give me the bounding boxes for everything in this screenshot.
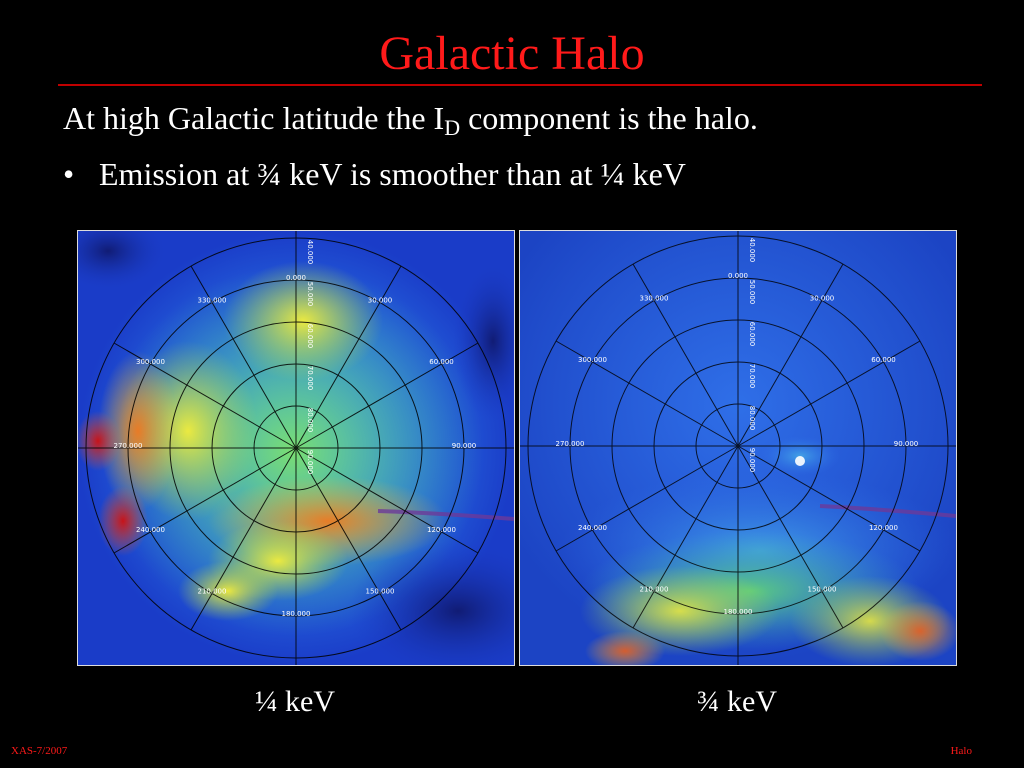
latitude-label: 90.000 — [306, 450, 314, 475]
longitude-label: 180.000 — [724, 608, 753, 616]
longitude-label: 150.000 — [366, 588, 395, 596]
longitude-label: 30.000 — [368, 297, 393, 305]
map-quarter-kev: 0.000 30.000 60.000 90.000 120.000 150.000 180… — [77, 230, 515, 666]
latitude-label: 60.000 — [306, 324, 314, 349]
bullet-text: Emission at ¾ keV is smoother than at ¼ … — [99, 156, 686, 192]
longitude-label: 300.000 — [578, 356, 607, 364]
longitude-label: 120.000 — [869, 524, 898, 532]
map-quarter-kev-image: 0.000 30.000 60.000 90.000 120.000 150.000 180… — [78, 231, 514, 665]
intro-line: At high Galactic latitude the ID compone… — [63, 98, 758, 140]
latitude-label: 50.000 — [748, 280, 756, 305]
longitude-label: 330.000 — [640, 295, 669, 303]
longitude-label: 120.000 — [427, 526, 456, 534]
longitude-label: 210.000 — [198, 588, 227, 596]
latitude-label: 80.000 — [748, 406, 756, 431]
longitude-label: 0.000 — [728, 272, 748, 280]
bullet-mark: • — [63, 156, 75, 192]
caption-quarter-kev: ¼ keV — [255, 685, 335, 718]
longitude-label: 60.000 — [429, 358, 454, 366]
longitude-label: 60.000 — [871, 356, 896, 364]
bullet-item: • Emission at ¾ keV is smoother than at ¼… — [63, 154, 686, 194]
latitude-label: 90.000 — [748, 448, 756, 473]
longitude-label: 150.000 — [808, 586, 837, 594]
intro-suffix: component is the halo. — [460, 100, 758, 136]
title-divider — [58, 84, 982, 86]
longitude-label: 300.000 — [136, 358, 165, 366]
longitude-label: 330.000 — [198, 297, 227, 305]
longitude-label: 210.000 — [640, 586, 669, 594]
latitude-label: 50.000 — [306, 282, 314, 307]
longitude-label: 90.000 — [894, 440, 919, 448]
longitude-label: 0.000 — [286, 274, 306, 282]
latitude-label: 60.000 — [748, 322, 756, 347]
longitude-label: 90.000 — [452, 442, 477, 450]
latitude-label: 80.000 — [306, 408, 314, 433]
latitude-label: 70.000 — [306, 366, 314, 391]
map-three-quarter-kev: 0.000 30.000 60.000 90.000 120.000 150.000 180… — [519, 230, 957, 666]
caption-three-quarter-kev: ¾ keV — [697, 685, 777, 718]
longitude-label: 240.000 — [578, 524, 607, 532]
slide-title: Galactic Halo — [379, 27, 645, 80]
footer-right: Halo — [950, 745, 972, 757]
map-three-quarter-kev-image: 0.000 30.000 60.000 90.000 120.000 150.000 180… — [520, 231, 956, 665]
intro-subscript: D — [444, 115, 461, 140]
longitude-label: 240.000 — [136, 526, 165, 534]
longitude-label: 180.000 — [282, 610, 311, 618]
latitude-label: 70.000 — [748, 364, 756, 389]
longitude-label: 30.000 — [810, 295, 835, 303]
latitude-label: 40.000 — [306, 240, 314, 265]
longitude-label: 270.000 — [556, 440, 585, 448]
footer-left: XAS-7/2007 — [11, 745, 68, 757]
latitude-label: 40.000 — [748, 238, 756, 263]
intro-prefix: At high Galactic latitude the I — [63, 100, 445, 136]
longitude-label: 270.000 — [114, 442, 143, 450]
